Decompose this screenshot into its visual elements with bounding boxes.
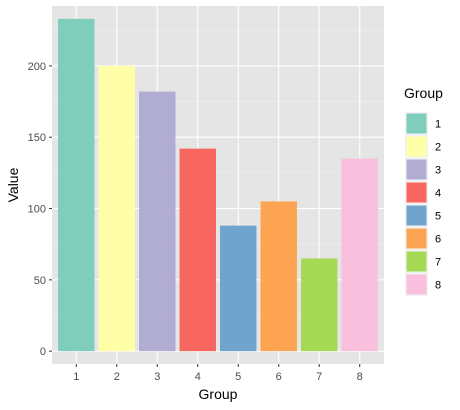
legend-swatch-6 [406,228,427,249]
bar-group-5 [220,225,257,352]
x-tick-label: 1 [73,371,79,383]
x-tick-label: 8 [357,371,363,383]
legend-swatch-7 [406,251,427,272]
legend-label: 7 [435,257,441,269]
x-tick-label: 7 [316,371,322,383]
x-axis-title: Group [199,386,238,402]
legend-label: 6 [435,234,441,246]
x-tick-label: 2 [114,371,120,383]
legend-label: 3 [435,165,441,177]
y-axis: 0 50 100 150 200 [28,61,52,358]
y-tick-label: 200 [28,61,46,73]
bars [58,18,378,352]
legend-label: 5 [435,211,441,223]
x-tick-label: 6 [276,371,282,383]
y-tick-label: 150 [28,132,46,144]
bar-group-7 [301,258,338,352]
x-tick-label: 4 [195,371,201,383]
legend-swatch-5 [406,205,427,226]
legend-swatch-2 [406,136,427,157]
legend-swatch-1 [406,113,427,134]
bar-group-3 [139,91,176,352]
legend-swatch-3 [406,159,427,180]
y-axis-title: Value [5,167,21,202]
legend-label: 1 [435,119,441,131]
y-tick-label: 50 [34,275,46,287]
legend-label: 2 [435,142,441,154]
y-tick-label: 0 [40,346,46,358]
x-tick-label: 3 [154,371,160,383]
legend-label: 4 [435,188,441,200]
y-tick-label: 100 [28,204,46,216]
legend-label: 8 [435,280,441,292]
legend-swatch-8 [406,274,427,295]
x-tick-label: 5 [235,371,241,383]
bar-group-6 [260,201,297,352]
bar-group-2 [98,65,135,352]
x-axis: 1 2 3 4 5 6 7 8 [73,364,363,383]
legend-title: Group [404,85,443,101]
bar-group-1 [58,18,95,352]
bar-group-4 [179,148,216,352]
legend: Group 1 2 3 4 5 6 7 8 [404,85,443,296]
bar-group-8 [341,158,378,352]
legend-swatch-4 [406,182,427,203]
